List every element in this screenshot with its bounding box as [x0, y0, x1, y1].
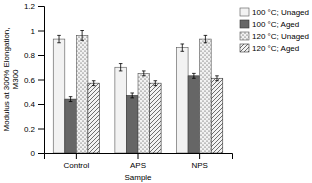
y-tick-mark — [38, 6, 44, 7]
y-axis-line — [38, 7, 45, 154]
x-tick-label: NPS — [191, 161, 207, 170]
error-bar — [142, 71, 146, 76]
x-tick-mark — [76, 153, 77, 159]
bar — [115, 67, 127, 153]
bars — [53, 31, 223, 154]
bar — [88, 83, 100, 153]
legend-label: 120 °C; Unaged — [252, 32, 309, 41]
legend-item: 100 °C; Aged — [240, 20, 299, 29]
legend-swatch — [240, 44, 249, 52]
y-tick: 1.2 — [24, 2, 44, 11]
series — [76, 31, 211, 154]
bar — [200, 39, 212, 153]
y-tick-mark — [38, 80, 44, 81]
y-tick-mark — [38, 153, 44, 154]
y-tick: 0 — [31, 149, 44, 158]
x-tick-label: Control — [63, 161, 89, 170]
bar — [65, 99, 77, 153]
x-tick-mark — [138, 153, 139, 159]
bar — [76, 35, 88, 153]
error-bar — [181, 44, 185, 51]
bar — [188, 76, 200, 153]
series — [53, 35, 188, 153]
y-tick-label: 0.4 — [24, 100, 36, 109]
plot: 0 0.2 0.4 0.6 0.8 1 1.2 Control APS NPS — [24, 2, 233, 170]
y-axis: 0 0.2 0.4 0.6 0.8 1 1.2 — [24, 2, 45, 158]
legend-swatch — [240, 32, 249, 40]
y-tick-mark — [38, 129, 44, 130]
x-tick: Control — [63, 153, 89, 170]
legend-label: 120 °C; Aged — [252, 44, 299, 53]
legend-label: 100 °C; Aged — [252, 20, 299, 29]
error-bar — [57, 35, 61, 42]
legend-item: 100 °C; Unaged — [240, 8, 309, 17]
series — [88, 76, 223, 153]
x-tick-label: APS — [130, 161, 146, 170]
legend-item: 120 °C; Unaged — [240, 32, 309, 41]
y-tick-mark — [38, 31, 44, 32]
y-axis-title: Modulus at 300% Elongation,M300 — [2, 27, 20, 131]
legend-swatch — [240, 20, 249, 28]
bar — [150, 83, 162, 153]
error-bar — [119, 64, 123, 71]
y-tick-label: 0.6 — [24, 76, 36, 85]
bar — [138, 73, 150, 153]
legend-item: 120 °C; Aged — [240, 44, 299, 53]
bar — [211, 78, 223, 153]
x-axis-title: Sample — [124, 173, 152, 182]
y-tick: 0.4 — [24, 100, 44, 109]
error-bar — [192, 73, 196, 78]
y-tick: 1 — [31, 27, 44, 36]
y-tick-label: 1.2 — [24, 2, 36, 11]
y-tick: 0.6 — [24, 76, 44, 85]
y-tick-label: 0.2 — [24, 125, 36, 134]
legend-label: 100 °C; Unaged — [252, 8, 309, 17]
y-tick-mark — [38, 104, 44, 105]
error-bar — [154, 81, 158, 86]
y-tick-mark — [38, 55, 44, 56]
x-axis: Control APS NPS — [45, 153, 233, 170]
x-axis-line — [45, 154, 233, 160]
legend-swatch — [240, 8, 249, 16]
legend: 100 °C; Unaged 100 °C; Aged 120 °C; Unaged… — [240, 8, 309, 53]
x-tick-mark — [199, 153, 200, 159]
error-bar — [215, 76, 219, 81]
y-tick-label: 1 — [31, 27, 36, 36]
y-tick: 0.8 — [24, 51, 44, 60]
error-bar — [130, 93, 134, 98]
x-tick: APS — [130, 153, 146, 170]
x-tick: NPS — [191, 153, 207, 170]
chart: 0 0.2 0.4 0.6 0.8 1 1.2 Control APS NPS Modulus at… — [0, 0, 312, 183]
bar — [53, 39, 65, 153]
bar — [177, 48, 189, 153]
y-tick-label: 0 — [31, 149, 36, 158]
error-bar — [80, 31, 84, 41]
y-tick-label: 0.8 — [24, 51, 36, 60]
error-bar — [69, 97, 73, 102]
error-bar — [92, 81, 96, 86]
error-bar — [204, 35, 208, 42]
y-tick: 0.2 — [24, 125, 44, 134]
bar — [126, 95, 138, 153]
